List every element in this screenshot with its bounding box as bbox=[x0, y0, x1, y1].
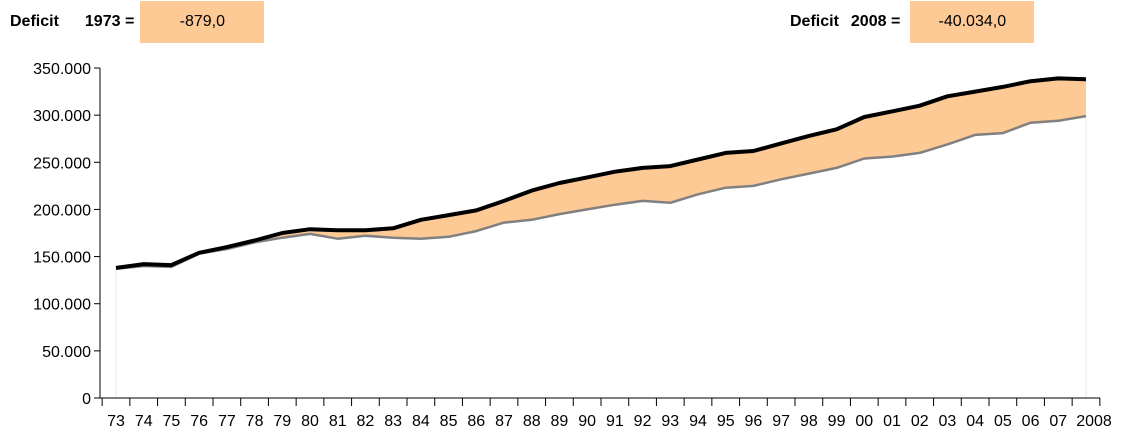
x-tick-label: 2008 bbox=[1076, 413, 1112, 430]
y-tick-label: 0 bbox=[82, 391, 91, 408]
x-tick-label: 99 bbox=[828, 413, 846, 430]
x-tick-label: 84 bbox=[412, 413, 430, 430]
x-tick-label: 87 bbox=[495, 413, 513, 430]
x-tick-label: 74 bbox=[135, 413, 153, 430]
x-tick-label: 77 bbox=[218, 413, 236, 430]
x-tick-label: 93 bbox=[661, 413, 679, 430]
deficit-2008-year: 2008 = bbox=[850, 13, 901, 30]
x-tick-label: 04 bbox=[966, 413, 984, 430]
x-tick-label: 75 bbox=[163, 413, 181, 430]
x-tick-label: 73 bbox=[107, 413, 125, 430]
y-tick-label: 250.000 bbox=[33, 155, 91, 172]
x-tick-label: 95 bbox=[717, 413, 735, 430]
x-tick-label: 05 bbox=[994, 413, 1012, 430]
x-tick-label: 83 bbox=[384, 413, 402, 430]
y-tick-label: 100.000 bbox=[33, 297, 91, 314]
deficit-1973-year: 1973 = bbox=[84, 13, 135, 30]
x-tick-label: 81 bbox=[329, 413, 347, 430]
x-tick-label: 02 bbox=[911, 413, 929, 430]
deficit-fill-area bbox=[116, 78, 1086, 269]
x-tick-label: 00 bbox=[855, 413, 873, 430]
x-tick-label: 80 bbox=[301, 413, 319, 430]
x-tick-label: 01 bbox=[883, 413, 901, 430]
x-tick-label: 79 bbox=[273, 413, 291, 430]
x-tick-label: 90 bbox=[578, 413, 596, 430]
deficit-2008-header: Deficit 2008 = -40.034,0 bbox=[790, 0, 1035, 44]
x-tick-label: 76 bbox=[190, 413, 208, 430]
x-tick-label: 82 bbox=[357, 413, 375, 430]
x-tick-label: 92 bbox=[634, 413, 652, 430]
y-tick-label: 300.000 bbox=[33, 108, 91, 125]
x-tick-label: 94 bbox=[689, 413, 707, 430]
x-tick-label: 85 bbox=[440, 413, 458, 430]
x-tick-label: 06 bbox=[1022, 413, 1040, 430]
deficit-1973-header: Deficit 1973 = -879,0 bbox=[10, 0, 265, 44]
series-lower-line bbox=[115, 114, 1087, 271]
x-tick-label: 89 bbox=[551, 413, 569, 430]
x-tick-label: 86 bbox=[467, 413, 485, 430]
x-tick-label: 98 bbox=[800, 413, 818, 430]
deficit-1973-value: -879,0 bbox=[140, 1, 265, 43]
deficit-2008-label: Deficit bbox=[790, 13, 839, 30]
x-tick-label: 88 bbox=[523, 413, 541, 430]
x-tick-label: 97 bbox=[772, 413, 790, 430]
y-tick-label: 200.000 bbox=[33, 202, 91, 219]
y-tick-label: 150.000 bbox=[33, 250, 91, 267]
y-tick-label: 350.000 bbox=[33, 61, 91, 78]
x-tick-label: 07 bbox=[1049, 413, 1067, 430]
x-tick-label: 03 bbox=[939, 413, 957, 430]
deficit-1973-label: Deficit bbox=[10, 13, 59, 30]
x-tick-label: 91 bbox=[606, 413, 624, 430]
x-tick-label: 96 bbox=[745, 413, 763, 430]
y-tick-label: 50.000 bbox=[42, 344, 91, 361]
deficit-2008-value: -40.034,0 bbox=[910, 1, 1035, 43]
series-upper-line bbox=[115, 76, 1087, 270]
x-tick-label: 78 bbox=[246, 413, 264, 430]
